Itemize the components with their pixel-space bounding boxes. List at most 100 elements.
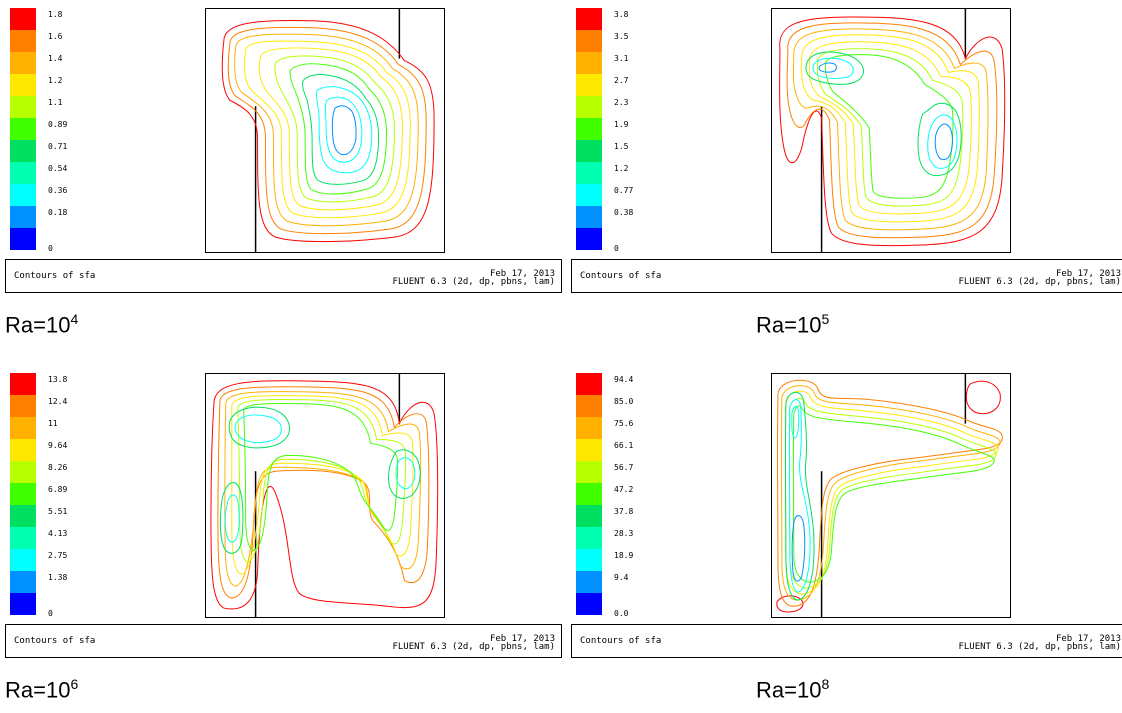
contour-line (388, 449, 421, 499)
colorbar-swatch (10, 373, 36, 395)
colorbar-label: 0.77 (614, 186, 634, 195)
colorbar-swatch (576, 593, 602, 615)
rayleigh-label: Ra=105 (756, 311, 829, 338)
colorbar-label: 8.26 (48, 463, 68, 472)
contour-line (965, 380, 1001, 415)
colorbar-swatch (10, 461, 36, 483)
colorbar-swatch (10, 571, 36, 593)
contour-line (224, 391, 422, 587)
colorbar-swatch (10, 118, 36, 140)
colorbar-label: 47.2 (614, 485, 634, 494)
caption: Contours of sfa (580, 636, 662, 646)
contour-line (777, 379, 1003, 607)
colorbar-label: 9.4 (614, 573, 629, 582)
colorbar-label: 37.8 (614, 507, 634, 516)
contour-line (221, 19, 435, 243)
colorbar-swatch (576, 96, 602, 118)
colorbar-swatch (576, 140, 602, 162)
contour-line (776, 595, 804, 613)
contour-line (779, 16, 1006, 247)
colorbar-label: 0 (48, 609, 53, 618)
contour-line (217, 386, 430, 599)
colorbar-label: 1.8 (48, 10, 63, 19)
rayleigh-label: Ra=106 (5, 676, 78, 703)
colorbar-swatch (10, 228, 36, 250)
contour-line (289, 63, 387, 195)
colorbar-label: 1.9 (614, 120, 629, 129)
colorbar-label: 0.54 (48, 164, 68, 173)
contour-line (816, 48, 964, 207)
colorbar-label: 1.1 (48, 98, 63, 107)
contour-plot (205, 373, 445, 618)
rayleigh-label-base: Ra=10 (5, 677, 71, 703)
colorbar-swatch (576, 571, 602, 593)
date: Feb 17, 2013 (1055, 634, 1121, 644)
colorbar-swatch (576, 184, 602, 206)
colorbar-label: 66.1 (614, 441, 634, 450)
colorbar-label: 0.71 (48, 142, 68, 151)
colorbar-label: 2.7 (614, 76, 629, 85)
contour-plot-svg (210, 374, 439, 617)
colorbar-swatch (10, 74, 36, 96)
colorbar-swatch (10, 505, 36, 527)
rayleigh-label-base: Ra=10 (756, 312, 822, 338)
rayleigh-label-exponent: 5 (821, 311, 830, 327)
colorbar-swatch (10, 549, 36, 571)
colorbar-label: 5.51 (48, 507, 68, 516)
contour-line (395, 457, 416, 489)
colorbar-swatch (10, 162, 36, 184)
software-info: FLUENT 6.3 (2d, dp, pbns, lam) (958, 277, 1121, 287)
colorbar-swatch (576, 228, 602, 250)
colorbar-label: 0 (48, 244, 53, 253)
colorbar-label: 9.64 (48, 441, 68, 450)
colorbar-label: 0.36 (48, 186, 68, 195)
contour-line (316, 86, 373, 174)
rayleigh-label: Ra=108 (756, 676, 829, 703)
colorbar-swatch (576, 527, 602, 549)
contour-line (237, 398, 407, 563)
contour-line (224, 494, 240, 543)
colorbar-swatch (576, 74, 602, 96)
rayleigh-label-exponent: 4 (70, 311, 79, 327)
colorbar-swatch (10, 52, 36, 74)
colorbar-swatch (10, 184, 36, 206)
colorbar-label: 56.7 (614, 463, 634, 472)
contour-line (824, 54, 954, 199)
colorbar-swatch (576, 549, 602, 571)
contour-line (818, 62, 837, 73)
colorbar-label: 11 (48, 419, 58, 428)
colorbar-swatch (576, 373, 602, 395)
colorbar-swatch (10, 593, 36, 615)
colorbar-swatch (10, 206, 36, 228)
caption: Contours of sfa (14, 636, 96, 646)
contour-line (917, 102, 962, 177)
colorbar-label: 13.8 (48, 375, 68, 384)
contour-plot-svg (776, 374, 1003, 617)
rayleigh-label: Ra=104 (5, 311, 78, 338)
contour-line (324, 96, 363, 163)
colorbar-swatch (576, 30, 602, 52)
contour-line (792, 405, 995, 583)
colorbar-label: 0.38 (614, 208, 634, 217)
contour-line (812, 57, 854, 79)
colorbar-swatch (10, 30, 36, 52)
colorbar-label: 1.38 (48, 573, 68, 582)
contour-line (227, 26, 427, 235)
colorbar-label: 0.89 (48, 120, 68, 129)
info-bar: Contours of sfa Feb 17, 2013 FLUENT 6.3 … (5, 624, 562, 658)
contour-line (786, 22, 998, 239)
contour-line (934, 123, 954, 161)
software-info: FLUENT 6.3 (2d, dp, pbns, lam) (392, 642, 555, 652)
date: Feb 17, 2013 (1055, 269, 1121, 279)
contour-line (927, 114, 958, 169)
colorbar-swatch (576, 439, 602, 461)
colorbar-label: 1.6 (48, 32, 63, 41)
colorbar-swatch (576, 206, 602, 228)
colorbar-swatch (10, 140, 36, 162)
colorbar-label: 18.9 (614, 551, 634, 560)
contour-line (258, 47, 403, 211)
software-info: FLUENT 6.3 (2d, dp, pbns, lam) (392, 277, 555, 287)
contour-line (791, 515, 806, 582)
contour-plot (771, 373, 1011, 618)
colorbar-label: 3.8 (614, 10, 629, 19)
